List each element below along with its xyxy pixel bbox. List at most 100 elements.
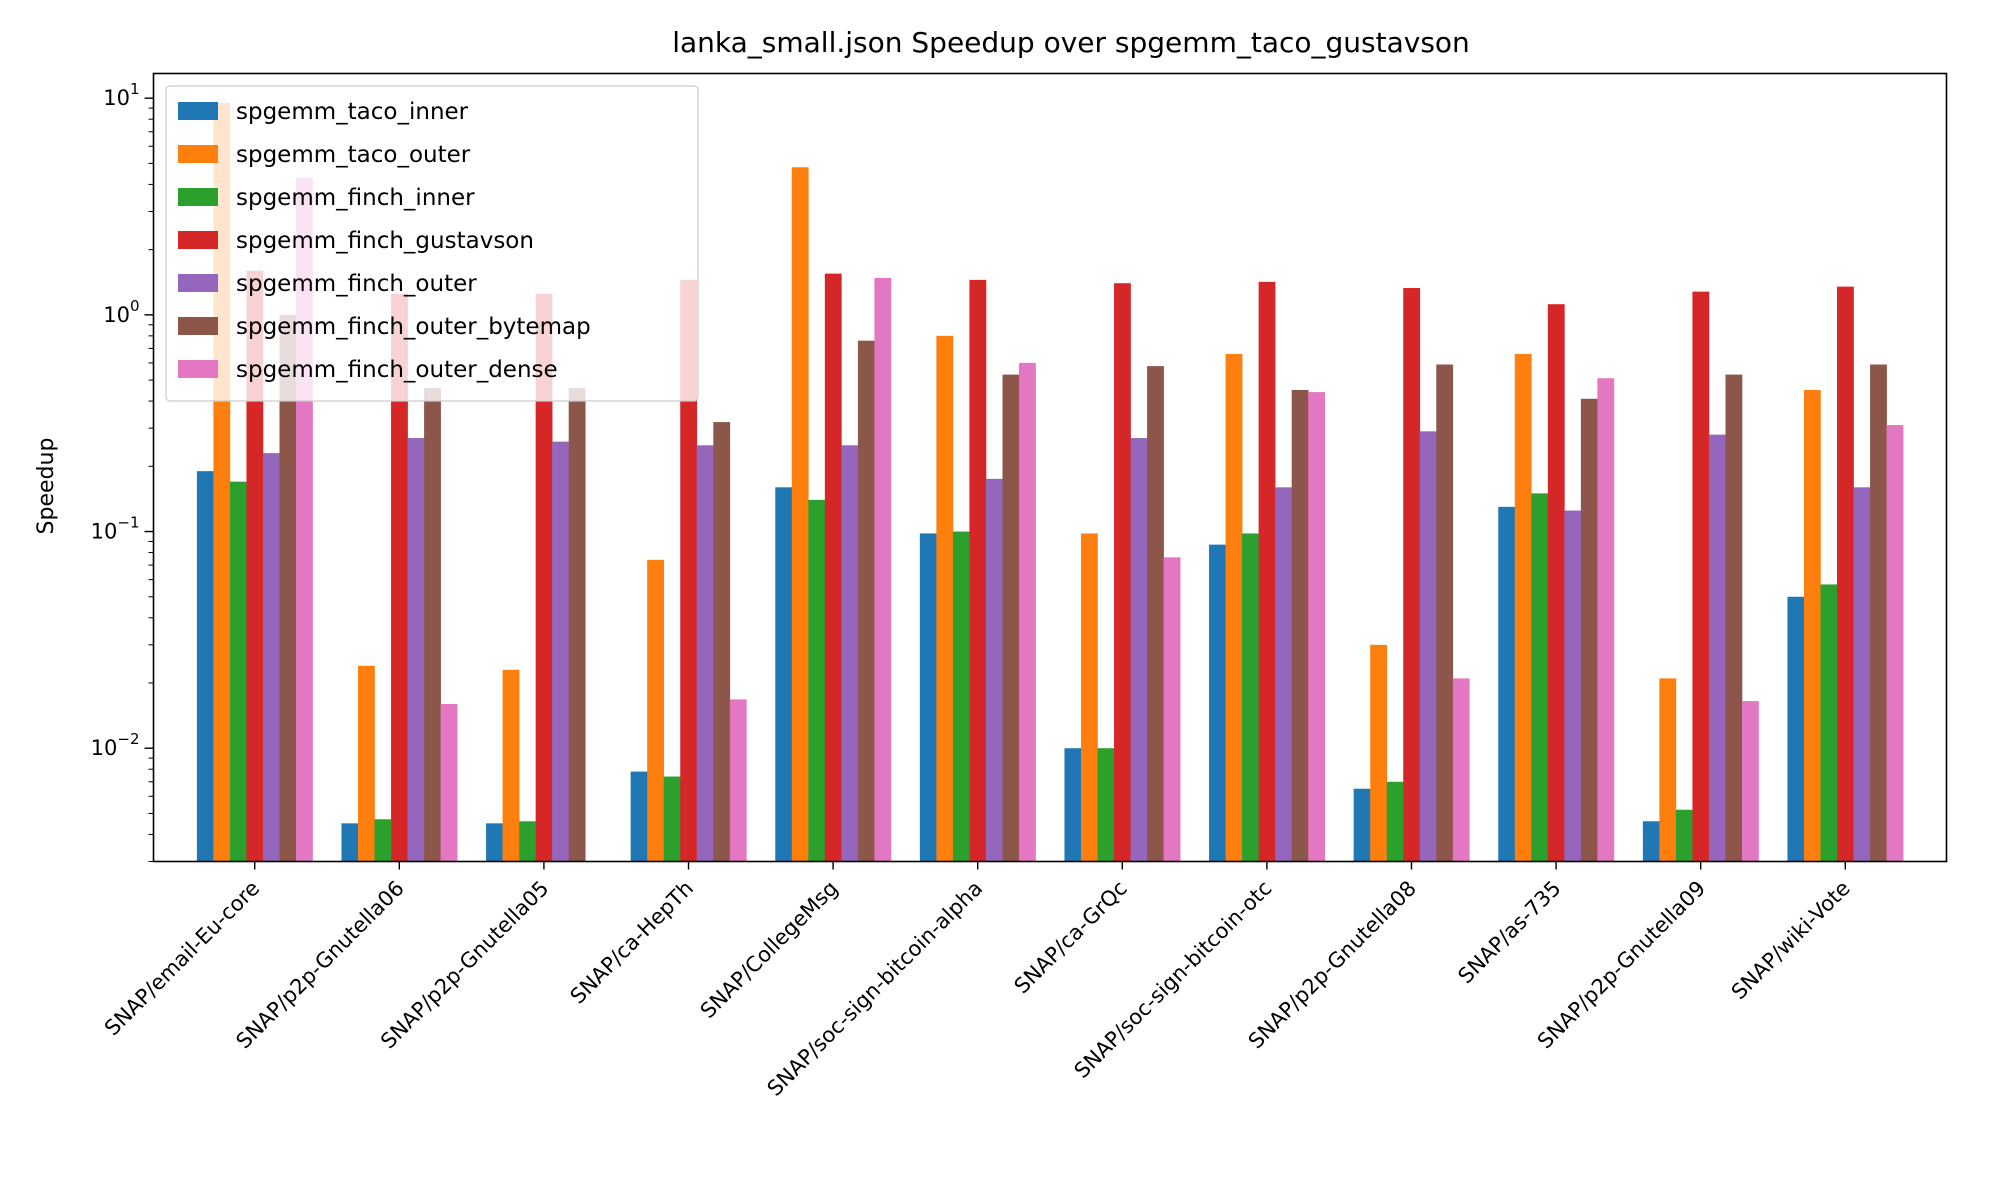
bar-spgemm_taco_inner-1 [341, 823, 359, 862]
bar-spgemm_finch_outer_dense-9 [1597, 378, 1615, 862]
y-tick-label: 10−2 [91, 730, 140, 760]
bar-spgemm_finch_outer_dense-8 [1452, 678, 1470, 862]
bar-spgemm_finch_inner-10 [1675, 809, 1693, 862]
bar-spgemm_finch_outer-11 [1853, 487, 1871, 862]
legend-frame [165, 85, 699, 402]
bar-spgemm_finch_gustavson-1 [391, 293, 408, 862]
bar-spgemm_finch_outer-5 [985, 478, 1003, 862]
bar-spgemm_finch_outer-3 [696, 445, 714, 862]
chart-title: lanka_small.json Speedup over spgemm_tac… [672, 26, 1470, 59]
bar-spgemm_taco_outer-6 [1080, 533, 1098, 862]
bar-spgemm_finch_gustavson-7 [1258, 281, 1276, 862]
legend-label: spgemm_taco_inner [236, 99, 469, 125]
bar-spgemm_taco_inner-8 [1353, 788, 1371, 862]
bar-spgemm_taco_outer-10 [1659, 678, 1677, 862]
bar-spgemm_taco_outer-4 [791, 167, 809, 862]
bar-spgemm_finch_outer-2 [552, 441, 569, 862]
bar-spgemm_finch_gustavson-3 [680, 279, 698, 862]
bar-spgemm_taco_outer-1 [358, 665, 375, 862]
bar-spgemm_finch_gustavson-8 [1403, 288, 1421, 862]
bar-spgemm_finch_outer_dense-7 [1308, 392, 1326, 862]
bar-spgemm_finch_outer_bytemap-9 [1580, 398, 1598, 862]
bar-spgemm_finch_outer_bytemap-7 [1291, 390, 1309, 862]
bar-spgemm_taco_inner-3 [630, 771, 648, 862]
bar-spgemm_finch_inner-0 [229, 481, 247, 862]
plot-frame [152, 72, 1948, 863]
bar-spgemm_finch_outer_bytemap-4 [857, 340, 875, 862]
bar-spgemm_finch_inner-8 [1386, 781, 1404, 862]
legend-swatch [178, 145, 218, 163]
bar-spgemm_finch_outer-10 [1708, 434, 1726, 862]
bar-spgemm_taco_inner-0 [196, 471, 214, 862]
bar-spgemm_taco_inner-7 [1209, 544, 1226, 862]
bar-spgemm_taco_inner-10 [1642, 821, 1660, 862]
bar-spgemm_finch_outer_dense-6 [1163, 557, 1181, 862]
bar-spgemm_taco_outer-5 [936, 335, 954, 862]
bar-spgemm_finch_inner-4 [808, 499, 826, 862]
y-axis-label: Speedup [34, 438, 59, 535]
legend-swatch [178, 317, 218, 335]
bar-spgemm_finch_outer_bytemap-5 [1002, 374, 1020, 862]
bar-spgemm_finch_outer_bytemap-2 [568, 387, 586, 862]
legend-swatch [178, 231, 218, 249]
legend-label: spgemm_finch_inner [236, 185, 475, 211]
bar-spgemm_finch_outer-7 [1275, 487, 1292, 862]
bar-spgemm_finch_outer-4 [841, 445, 859, 862]
bar-spgemm_taco_inner-4 [775, 487, 793, 862]
bar-spgemm_taco_outer-7 [1225, 353, 1243, 862]
legend-swatch [178, 188, 218, 206]
bar-spgemm_finch_outer-8 [1419, 431, 1437, 862]
bar-spgemm_finch_inner-6 [1097, 748, 1115, 862]
bar-spgemm_taco_outer-2 [502, 669, 520, 862]
bar-spgemm_finch_gustavson-11 [1837, 286, 1854, 862]
bar-spgemm_finch_gustavson-0 [246, 270, 264, 862]
bar-spgemm_finch_outer_dense-3 [729, 699, 747, 862]
bar-spgemm_finch_outer-0 [262, 453, 280, 862]
bar-spgemm_finch_outer_dense-5 [1019, 362, 1036, 862]
bar-spgemm_finch_outer_bytemap-11 [1870, 364, 1887, 862]
y-tick-label: 10−1 [91, 514, 140, 544]
legend-label: spgemm_taco_outer [236, 142, 471, 168]
bar-spgemm_finch_outer_bytemap-8 [1436, 364, 1454, 862]
legend-label: spgemm_finch_gustavson [236, 228, 534, 254]
legend-label: spgemm_finch_outer [236, 271, 477, 297]
bar-spgemm_taco_outer-3 [647, 559, 665, 862]
bar-spgemm_taco_outer-11 [1803, 390, 1821, 862]
bar-spgemm_finch_outer-1 [407, 438, 425, 862]
bar-spgemm_finch_outer_bytemap-3 [713, 422, 731, 862]
bar-spgemm_finch_outer-6 [1130, 438, 1148, 862]
bar-spgemm_taco_inner-9 [1498, 506, 1516, 862]
bar-spgemm_finch_gustavson-5 [969, 279, 987, 862]
bar-spgemm_finch_inner-3 [663, 776, 681, 862]
legend-swatch [178, 102, 218, 120]
legend-swatch [178, 274, 218, 292]
bar-spgemm_taco_inner-11 [1787, 596, 1805, 862]
bar-spgemm_taco_outer-9 [1514, 353, 1532, 862]
bar-spgemm_finch_outer-9 [1564, 510, 1582, 862]
bar-spgemm_finch_inner-11 [1820, 584, 1838, 862]
bar-spgemm_finch_inner-7 [1242, 533, 1259, 862]
bar-spgemm_taco_inner-2 [486, 823, 503, 862]
bar-spgemm_finch_gustavson-6 [1114, 283, 1131, 862]
bar-spgemm_finch_gustavson-4 [824, 273, 842, 862]
bar-spgemm_finch_gustavson-2 [535, 293, 553, 862]
bar-spgemm_finch_gustavson-10 [1692, 291, 1710, 862]
bar-spgemm_finch_gustavson-9 [1547, 304, 1565, 862]
bar-spgemm_finch_inner-2 [519, 821, 536, 862]
bar-spgemm_taco_inner-6 [1064, 748, 1082, 862]
bar-spgemm_finch_outer_dense-1 [440, 703, 458, 862]
bar-spgemm_finch_outer_dense-4 [874, 277, 892, 862]
bar-spgemm_finch_outer_dense-10 [1741, 701, 1759, 862]
legend-label: spgemm_finch_outer_bytemap [236, 314, 591, 340]
bars-layer [196, 103, 1904, 862]
bar-spgemm_finch_outer_dense-11 [1886, 425, 1904, 862]
legend: spgemm_taco_inner spgemm_taco_outerspgemm… [165, 85, 699, 402]
bar-spgemm_finch_outer_bytemap-10 [1725, 374, 1743, 862]
bar-spgemm_finch_outer_bytemap-1 [424, 387, 441, 862]
bar-spgemm_finch_inner-1 [374, 819, 392, 862]
bar-spgemm_finch_outer_bytemap-6 [1147, 366, 1164, 862]
y-axis: 10−2 10−1 100 101 [91, 80, 154, 862]
bar-spgemm_taco_inner-5 [919, 533, 937, 862]
y-tick-label: 100 [103, 297, 139, 327]
